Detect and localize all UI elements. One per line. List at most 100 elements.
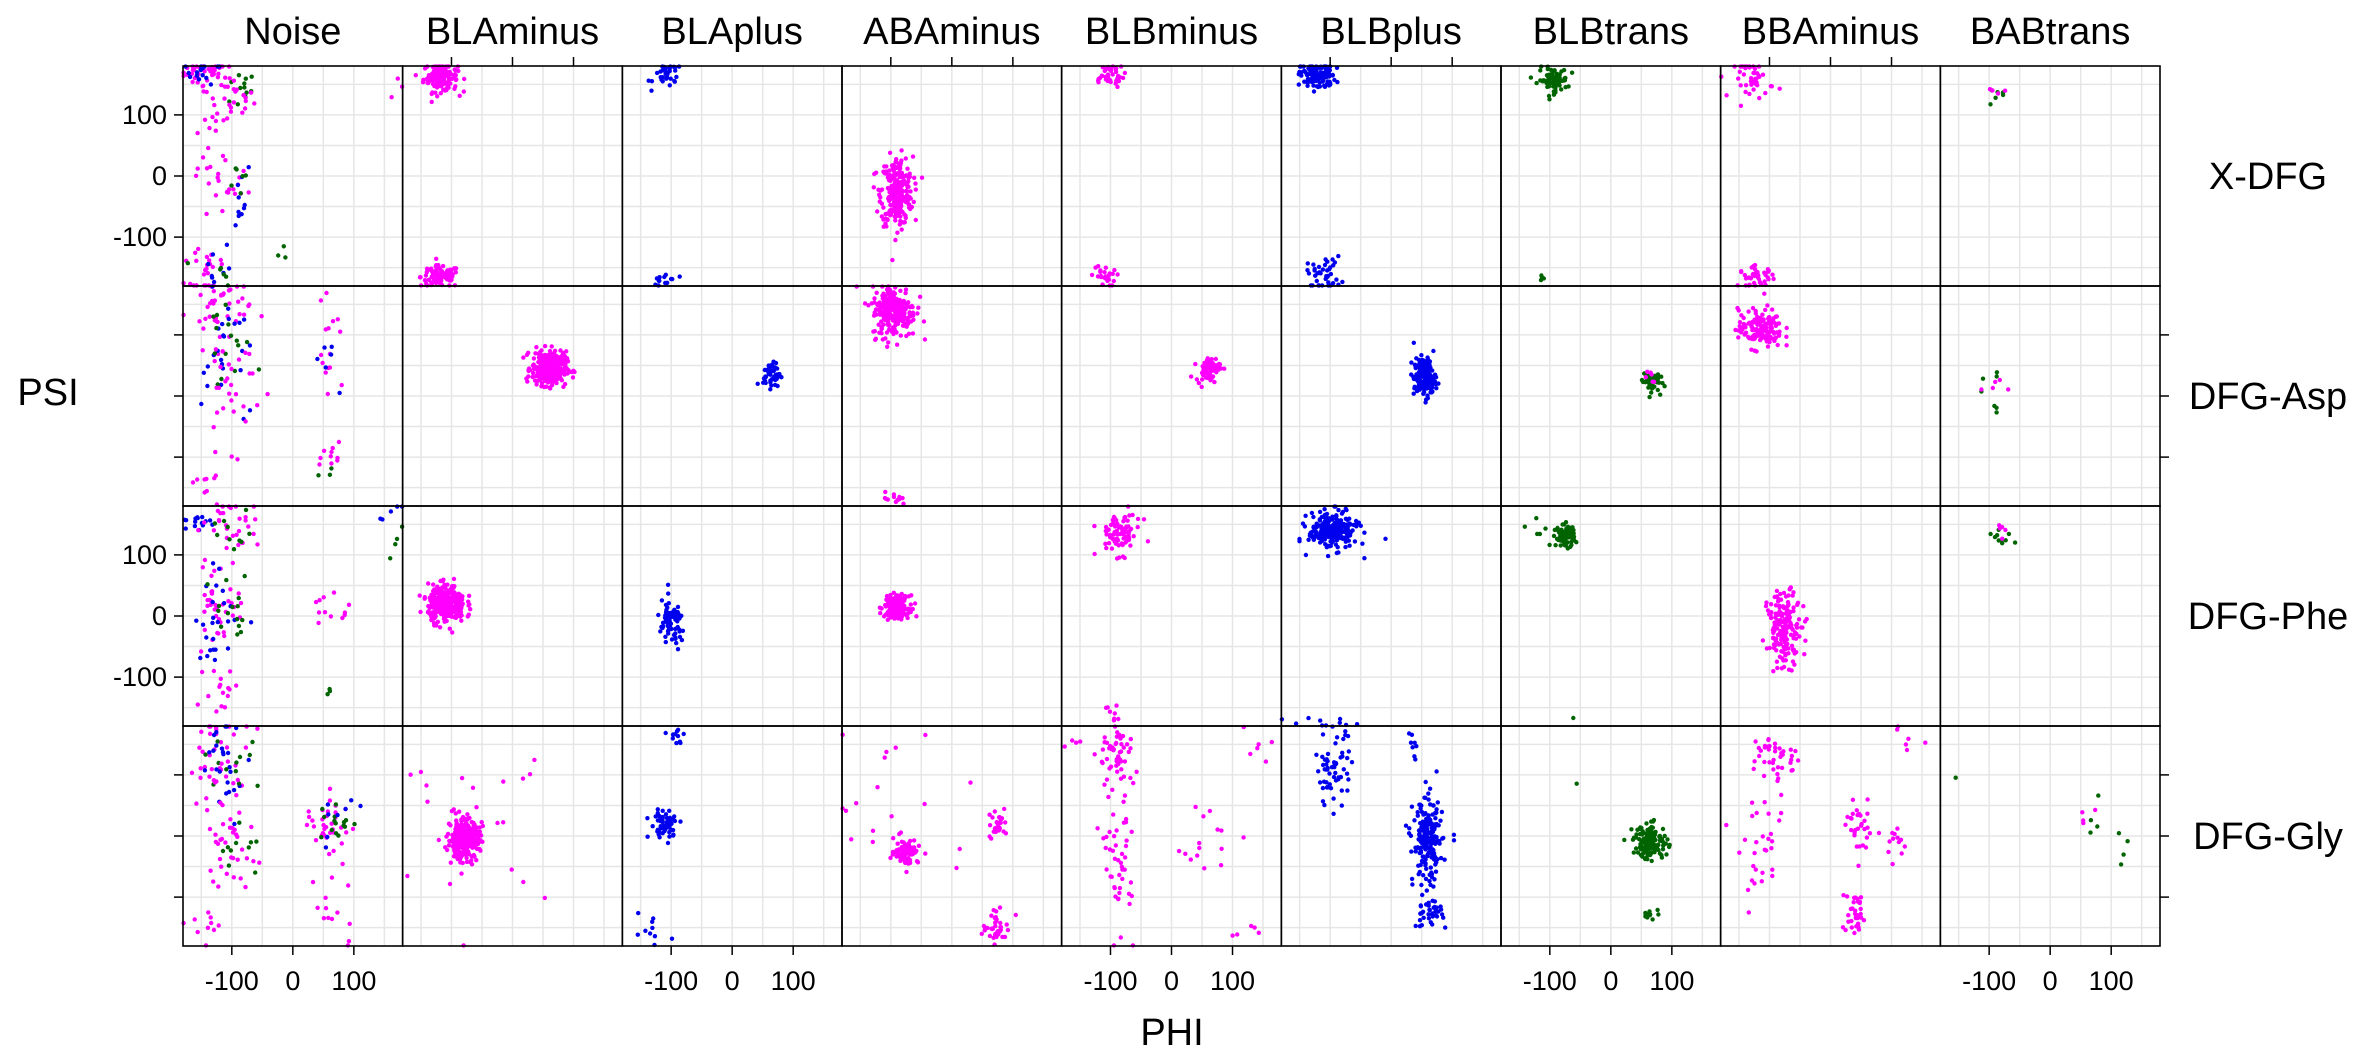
data-point [226, 307, 230, 311]
data-point [988, 934, 992, 938]
data-point [1789, 626, 1793, 630]
data-point [276, 253, 280, 257]
data-point [467, 594, 471, 598]
data-point [1801, 604, 1805, 608]
data-point [1775, 666, 1779, 670]
data-point [211, 616, 215, 620]
data-point [247, 352, 251, 356]
data-point [1419, 353, 1423, 357]
data-point [899, 333, 903, 337]
data-point [537, 374, 541, 378]
data-point [330, 345, 334, 349]
data-point [378, 517, 382, 521]
data-point [912, 176, 916, 180]
data-point [214, 743, 218, 747]
data-point [883, 336, 887, 340]
data-point [343, 825, 347, 829]
data-point [1535, 532, 1539, 536]
data-point [543, 353, 547, 357]
data-point [221, 849, 225, 853]
data-point [221, 293, 225, 297]
data-point [551, 374, 555, 378]
data-point [199, 766, 203, 770]
data-point [1123, 71, 1127, 75]
data-point [454, 818, 458, 822]
data-point [1784, 627, 1788, 631]
data-point [546, 367, 550, 371]
data-point [1791, 593, 1795, 597]
data-point [328, 798, 332, 802]
data-point [237, 529, 241, 533]
data-point [425, 77, 429, 81]
data-point [559, 355, 563, 359]
data-point [1749, 79, 1753, 83]
data-point [546, 380, 550, 384]
data-point [328, 689, 332, 693]
data-point [1777, 642, 1781, 646]
data-point [650, 79, 654, 83]
data-point [895, 231, 899, 235]
data-point [237, 517, 241, 521]
data-point [1784, 594, 1788, 598]
data-point [1988, 102, 1992, 106]
data-point [1778, 592, 1782, 596]
data-point [235, 617, 239, 621]
data-point [890, 189, 894, 193]
data-point [531, 363, 535, 367]
data-point [247, 532, 251, 536]
data-point [1650, 380, 1654, 384]
data-point [470, 862, 474, 866]
data-point [1193, 362, 1197, 366]
data-point [232, 87, 236, 91]
data-point [980, 932, 984, 936]
data-point [1776, 599, 1780, 603]
data-point [460, 850, 464, 854]
data-point [887, 196, 891, 200]
data-point [244, 99, 248, 103]
data-point [436, 620, 440, 624]
data-point [1769, 616, 1773, 620]
data-point [453, 592, 457, 596]
data-point [1786, 651, 1790, 655]
data-point [910, 852, 914, 856]
data-point [205, 808, 209, 812]
data-point [319, 835, 323, 839]
data-point [1572, 538, 1576, 542]
data-point [459, 871, 463, 875]
data-point [234, 392, 238, 396]
data-point [894, 303, 898, 307]
data-point [208, 869, 212, 873]
data-point [2003, 89, 2007, 93]
data-point [227, 266, 231, 270]
data-point [324, 906, 328, 910]
data-point [237, 624, 241, 628]
data-point [1739, 83, 1743, 87]
data-point [227, 187, 231, 191]
data-point [897, 300, 901, 304]
data-point [526, 368, 530, 372]
data-point [548, 349, 552, 353]
data-point [671, 609, 675, 613]
data-point [199, 649, 203, 653]
data-point [241, 404, 245, 408]
data-point [251, 532, 255, 536]
data-point [199, 402, 203, 406]
data-point [347, 939, 351, 943]
data-point [1306, 261, 1310, 265]
data-point [1107, 541, 1111, 545]
data-point [237, 821, 241, 825]
data-point [1534, 516, 1538, 520]
data-point [1315, 279, 1319, 283]
data-point [666, 841, 670, 845]
data-point [1098, 76, 1102, 80]
data-point [664, 603, 668, 607]
data-point [1214, 357, 1218, 361]
data-point [1771, 631, 1775, 635]
data-point [895, 597, 899, 601]
data-point [242, 317, 246, 321]
data-point [224, 303, 228, 307]
data-point [450, 630, 454, 634]
data-point [223, 705, 227, 709]
data-point [1769, 84, 1773, 88]
data-point [665, 281, 669, 285]
